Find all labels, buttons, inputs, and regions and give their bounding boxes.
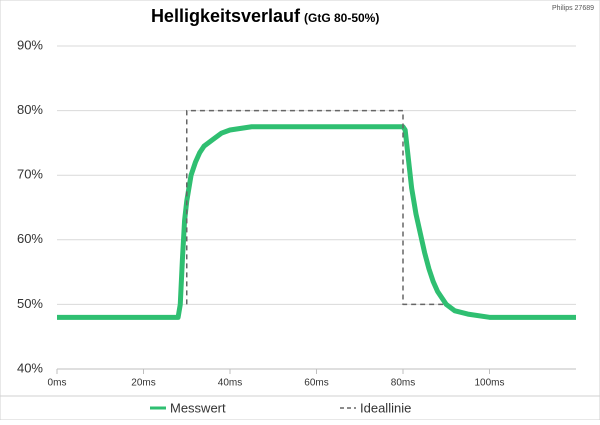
x-tick-label: 0ms <box>48 378 67 389</box>
x-tick-label: 100ms <box>474 378 504 389</box>
chart-subtitle: (GtG 80-50%) <box>304 11 379 25</box>
x-tick-label: 40ms <box>218 378 242 389</box>
x-tick-label: 60ms <box>304 378 328 389</box>
annotation: Philips 27689 <box>552 5 594 12</box>
chart-title: Helligkeitsverlauf <box>151 6 301 26</box>
series-line <box>186 109 447 306</box>
y-tick-label: 50% <box>17 296 43 311</box>
x-tick-label: 20ms <box>131 378 155 389</box>
legend-label: Messwert <box>170 400 226 415</box>
y-tick-label: 90% <box>17 37 43 52</box>
series-line <box>57 124 576 320</box>
y-tick-label: 70% <box>17 167 43 182</box>
x-tick-label: 80ms <box>391 378 415 389</box>
legend-label: Ideallinie <box>360 400 411 415</box>
y-tick-label: 60% <box>17 231 43 246</box>
y-tick-label: 80% <box>17 102 43 117</box>
y-tick-label: 40% <box>17 360 43 375</box>
